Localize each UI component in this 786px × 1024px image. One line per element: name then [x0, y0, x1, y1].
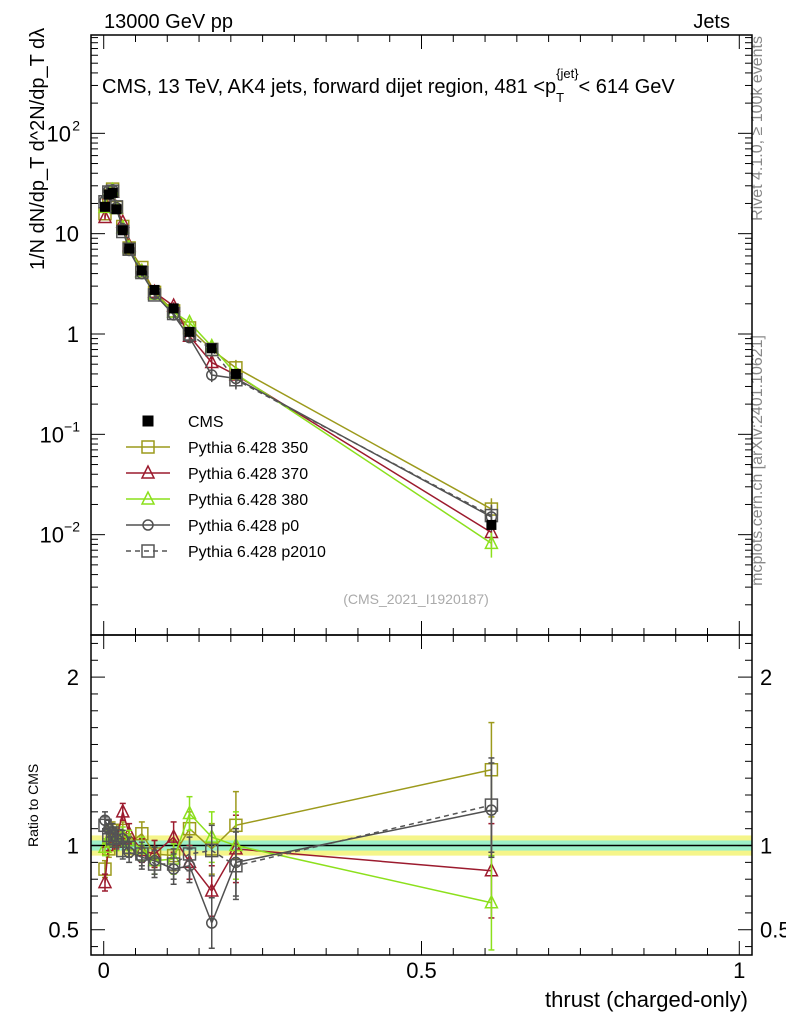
data-point — [107, 187, 118, 198]
ratio-point — [109, 828, 124, 843]
analysis-id: (CMS_2021_I1920187) — [343, 591, 489, 607]
ratio-point — [484, 798, 499, 812]
ratio-point — [166, 857, 181, 871]
data-point — [99, 201, 110, 212]
legend-marker — [141, 544, 155, 558]
ratio-plot-area — [97, 721, 499, 951]
ratio-y-tick-label-right: 1 — [760, 834, 772, 859]
plot-title-tail: < 614 GeV — [579, 76, 676, 98]
series-line-0 — [104, 187, 492, 510]
legend-marker — [141, 440, 155, 454]
legend-label: Pythia 6.428 370 — [188, 466, 308, 483]
y-tick-label: 10 — [40, 422, 64, 447]
series-point — [484, 534, 499, 550]
data-point — [124, 243, 135, 254]
header-left: 13000 GeV pp — [104, 11, 233, 33]
data-point — [117, 225, 128, 236]
ratio-y-tick-label: 2 — [67, 665, 79, 690]
ratio-y-tick-label-right: 2 — [760, 665, 772, 690]
legend-label: Pythia 6.428 350 — [188, 440, 308, 457]
series-line-2 — [104, 189, 492, 544]
plot-title-sub: T — [556, 90, 564, 105]
y-tick-label-exponent: −1 — [64, 418, 80, 434]
ratio-point — [205, 843, 219, 858]
y-tick-label: 1 — [67, 322, 79, 347]
x-tick-label: 0.5 — [406, 958, 437, 983]
ratio-point — [102, 828, 116, 843]
plot-title-main: CMS, 13 TeV, AK4 jets, forward dijet reg… — [102, 76, 556, 98]
header-right: Jets — [693, 11, 730, 33]
ratio-y-tick-label-right: 0.5 — [760, 918, 786, 943]
plot-title: CMS, 13 TeV, AK4 jets, forward dijet reg… — [102, 66, 675, 105]
series-point — [206, 369, 218, 381]
series-point — [122, 242, 136, 256]
ratio-line-4 — [104, 804, 492, 867]
legend-marker — [140, 464, 156, 479]
ratio-point — [182, 804, 197, 820]
series-point — [97, 208, 113, 224]
ratio-point — [206, 917, 218, 929]
plot-title-sup: {jet} — [556, 66, 579, 81]
y-tick-label: 10 — [40, 523, 64, 548]
legend-marker — [142, 519, 154, 531]
legend-label: Pythia 6.428 380 — [188, 492, 308, 509]
y-tick-label-exponent: 2 — [72, 117, 80, 133]
ratio-point — [147, 857, 162, 871]
ratio-y-tick-label: 1 — [67, 834, 79, 859]
data-point — [184, 326, 195, 337]
ratio-point — [105, 832, 120, 846]
x-tick-label: 1 — [733, 958, 745, 983]
data-point — [486, 519, 497, 530]
ratio-frame — [90, 634, 753, 956]
main-plot-area — [97, 181, 499, 558]
y-axis-label-main: 1/N dN/dp_T d^2N/dp_T dλ — [27, 28, 49, 270]
legend-label-data: CMS — [188, 414, 224, 431]
x-tick-label: 0 — [98, 958, 110, 983]
ratio-point — [484, 894, 499, 909]
ratio-point — [97, 838, 113, 853]
ratio-point — [204, 882, 219, 897]
ratio-point — [166, 828, 181, 843]
legend: CMS Pythia 6.428 350 Pythia 6.428 370 Pythi… — [126, 414, 326, 561]
ratio-line-2 — [104, 812, 492, 904]
y-tick-label: 10 — [47, 121, 71, 146]
data-point — [230, 368, 241, 379]
y-tick-label-exponent: −2 — [64, 519, 80, 535]
legend-marker — [140, 490, 156, 505]
data-point — [136, 265, 147, 276]
y-tick-label: 10 — [55, 222, 79, 247]
ratio-point — [97, 873, 113, 889]
legend-label: Pythia 6.428 p2010 — [188, 544, 326, 561]
legend-marker-data — [142, 415, 154, 427]
ratio-point — [98, 818, 112, 833]
x-axis-label: thrust (charged-only) — [545, 987, 748, 1012]
mcplots-label: mcplots.cern.ch [arXiv:2401.10621] — [749, 335, 766, 586]
data-point — [206, 343, 217, 354]
series-point — [204, 353, 219, 369]
data-point — [111, 204, 122, 215]
ratio-line-3 — [104, 809, 492, 926]
legend-label: Pythia 6.428 p0 — [188, 518, 299, 535]
rivet-version-label: Rivet 4.1.0, ≥ 100k events — [749, 36, 766, 221]
y-axis-label-ratio: Ratio to CMS — [25, 764, 41, 847]
ratio-point — [229, 858, 243, 873]
ratio-point — [115, 803, 130, 818]
data-point — [168, 303, 179, 314]
ratio-point — [135, 847, 149, 861]
ratio-point — [182, 847, 197, 861]
data-point — [149, 284, 160, 295]
ratio-y-tick-label: 0.5 — [48, 918, 79, 943]
